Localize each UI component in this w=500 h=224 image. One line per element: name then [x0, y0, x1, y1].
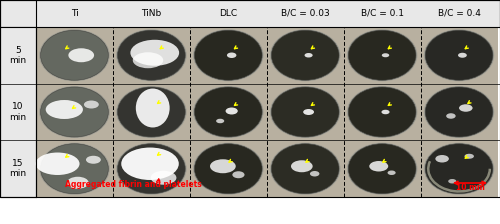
Ellipse shape: [116, 143, 186, 195]
Ellipse shape: [347, 143, 418, 195]
Ellipse shape: [86, 156, 101, 164]
Ellipse shape: [40, 87, 108, 137]
Bar: [190, 84, 267, 140]
Ellipse shape: [122, 148, 179, 180]
Ellipse shape: [216, 119, 224, 123]
Ellipse shape: [193, 29, 264, 81]
Ellipse shape: [459, 104, 472, 112]
Ellipse shape: [348, 30, 416, 80]
Bar: [267, 84, 344, 140]
Ellipse shape: [310, 171, 320, 177]
Text: 15
min: 15 min: [10, 159, 26, 179]
Ellipse shape: [226, 108, 238, 114]
Ellipse shape: [118, 87, 185, 137]
Ellipse shape: [464, 154, 474, 159]
Bar: [267, 140, 344, 197]
Bar: [36, 140, 113, 197]
Ellipse shape: [272, 144, 339, 194]
Bar: [420, 27, 498, 84]
Ellipse shape: [424, 29, 494, 81]
Ellipse shape: [458, 53, 467, 58]
Ellipse shape: [425, 87, 493, 137]
Text: 5
min: 5 min: [10, 45, 26, 65]
Text: 10 mm: 10 mm: [456, 183, 484, 192]
Ellipse shape: [270, 86, 340, 138]
Bar: [267, 27, 344, 84]
Ellipse shape: [40, 86, 110, 138]
Ellipse shape: [436, 155, 449, 162]
Ellipse shape: [303, 109, 314, 115]
Text: TiNb: TiNb: [142, 9, 162, 18]
Ellipse shape: [194, 30, 262, 80]
Ellipse shape: [388, 170, 396, 175]
Ellipse shape: [130, 40, 179, 66]
Ellipse shape: [68, 48, 94, 62]
Ellipse shape: [348, 144, 416, 194]
Ellipse shape: [194, 144, 262, 194]
Bar: [344, 27, 420, 84]
Ellipse shape: [193, 86, 264, 138]
Ellipse shape: [425, 30, 493, 80]
Bar: [113, 140, 190, 197]
Bar: [0, 0, 500, 197]
Ellipse shape: [370, 161, 388, 172]
Bar: [113, 84, 190, 140]
Ellipse shape: [194, 87, 262, 137]
Ellipse shape: [40, 144, 108, 194]
Ellipse shape: [118, 30, 185, 80]
Text: B/C = 0.1: B/C = 0.1: [360, 9, 404, 18]
Ellipse shape: [347, 29, 418, 81]
Ellipse shape: [133, 52, 163, 68]
Ellipse shape: [424, 143, 494, 195]
Text: B/C = 0.03: B/C = 0.03: [281, 9, 330, 18]
Ellipse shape: [347, 86, 418, 138]
Ellipse shape: [424, 86, 494, 138]
Ellipse shape: [270, 29, 340, 81]
Ellipse shape: [291, 160, 312, 172]
Ellipse shape: [36, 153, 80, 175]
Text: Ti: Ti: [70, 9, 78, 18]
Ellipse shape: [348, 87, 416, 137]
Ellipse shape: [46, 100, 83, 119]
Ellipse shape: [425, 144, 493, 194]
Bar: [0, 27, 36, 197]
Bar: [344, 84, 420, 140]
Ellipse shape: [227, 52, 236, 58]
Bar: [36, 84, 113, 140]
Bar: [0, 0, 500, 27]
Ellipse shape: [150, 171, 176, 185]
Ellipse shape: [210, 159, 236, 173]
Bar: [36, 27, 113, 84]
Ellipse shape: [40, 30, 108, 80]
Ellipse shape: [116, 29, 186, 81]
Ellipse shape: [272, 30, 339, 80]
Ellipse shape: [448, 179, 456, 183]
Bar: [344, 140, 420, 197]
Bar: [190, 27, 267, 84]
Ellipse shape: [270, 143, 340, 195]
Ellipse shape: [193, 143, 264, 195]
Text: 10
min: 10 min: [10, 102, 26, 122]
Text: B/C = 0.4: B/C = 0.4: [438, 9, 480, 18]
Ellipse shape: [232, 171, 244, 178]
Ellipse shape: [382, 110, 390, 114]
Bar: [420, 140, 498, 197]
Ellipse shape: [446, 113, 456, 119]
Text: Aggregated fibrin and platelets: Aggregated fibrin and platelets: [64, 180, 202, 189]
Text: DLC: DLC: [219, 9, 238, 18]
Ellipse shape: [304, 53, 312, 58]
Ellipse shape: [67, 177, 88, 189]
Ellipse shape: [116, 86, 186, 138]
Ellipse shape: [84, 101, 99, 108]
Ellipse shape: [40, 143, 110, 195]
Ellipse shape: [136, 88, 170, 127]
Ellipse shape: [40, 29, 110, 81]
Bar: [190, 140, 267, 197]
Bar: [113, 27, 190, 84]
Ellipse shape: [382, 53, 389, 57]
Ellipse shape: [118, 144, 185, 194]
Ellipse shape: [272, 87, 339, 137]
Bar: [420, 84, 498, 140]
